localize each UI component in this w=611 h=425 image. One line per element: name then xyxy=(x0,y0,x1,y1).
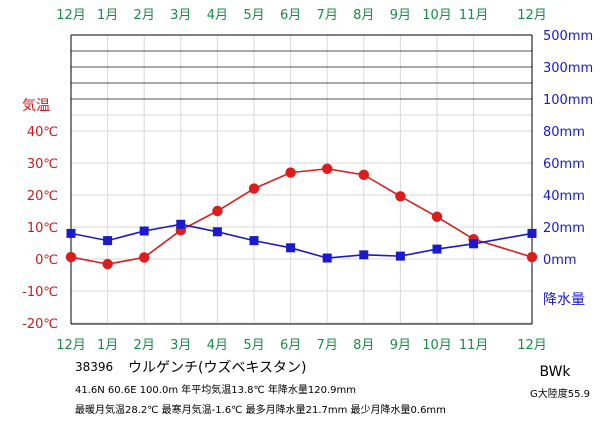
month-label-bottom: 7月 xyxy=(317,338,338,353)
temperature-point xyxy=(526,251,538,263)
temperature-tick-label: -10℃ xyxy=(22,285,58,300)
temperature-point xyxy=(285,167,296,178)
precipitation-tick-label-extended: 300mm xyxy=(543,61,593,76)
month-label-top: 11月 xyxy=(459,8,489,23)
temperature-tick-label: 40℃ xyxy=(27,125,58,140)
temperature-tick-label: 0℃ xyxy=(35,253,58,268)
precipitation-tick-label: 60mm xyxy=(543,157,585,172)
precipitation-point xyxy=(322,253,332,263)
temperature-point xyxy=(212,205,223,217)
precipitation-tick-label-extended: 500mm xyxy=(543,29,593,44)
city-name: ウルゲンチ(ウズベキスタン) xyxy=(128,360,307,376)
precipitation-point xyxy=(469,239,479,249)
temperature-point xyxy=(102,258,113,270)
precipitation-point xyxy=(527,228,537,238)
month-label-top: 12月 xyxy=(56,8,86,23)
month-labels-top: 12月 1月 2月 3月 4月 5月 6月 7月 8月 9月 10月 11月 12月 xyxy=(56,8,547,23)
month-label-bottom: 12月 xyxy=(517,338,547,353)
precipitation-point xyxy=(359,250,369,260)
temperature-tick-label: 30℃ xyxy=(27,157,58,172)
month-label-top: 4月 xyxy=(207,8,228,23)
temperature-point xyxy=(248,183,260,194)
station-number: 38396 xyxy=(75,360,113,374)
station-info-line2: 最暖月気温28.2℃ 最寒月気温-1.6℃ 最多月降水量21.7mm 最少月降水… xyxy=(75,403,446,416)
precipitation-axis-title: 降水量 xyxy=(543,292,585,308)
precipitation-point xyxy=(176,219,186,229)
precipitation-point xyxy=(66,228,76,238)
month-label-top: 7月 xyxy=(317,8,338,23)
precipitation-point xyxy=(139,226,149,236)
month-label-bottom: 2月 xyxy=(134,338,155,353)
climate-classification: BWk xyxy=(539,364,571,380)
precipitation-point xyxy=(432,244,442,254)
temperature-tick-labels: 40℃ 30℃ 20℃ 10℃ 0℃ -10℃ -20℃ xyxy=(22,125,58,332)
precipitation-point xyxy=(395,251,405,261)
temperature-point xyxy=(65,251,77,263)
month-label-top: 8月 xyxy=(353,8,374,23)
precipitation-point xyxy=(249,236,259,246)
precipitation-tick-labels: 80mm 60mm 40mm 20mm 0mm 500mm 300mm 100mm xyxy=(543,29,593,268)
temperature-point xyxy=(322,163,333,174)
month-label-top: 1月 xyxy=(97,8,118,23)
temperature-point xyxy=(358,169,369,181)
month-label-top: 3月 xyxy=(170,8,191,23)
month-label-top: 12月 xyxy=(517,8,547,23)
month-label-bottom: 6月 xyxy=(280,338,301,353)
month-label-bottom: 5月 xyxy=(243,338,264,353)
month-label-bottom: 9月 xyxy=(390,338,411,353)
month-label-bottom: 3月 xyxy=(170,338,191,353)
month-label-top: 2月 xyxy=(134,8,155,23)
month-label-top: 10月 xyxy=(422,8,452,23)
precipitation-point xyxy=(103,236,113,246)
temperature-tick-label: 20℃ xyxy=(27,189,58,204)
temperature-axis-title: 気温 xyxy=(22,98,50,114)
grid xyxy=(70,34,533,324)
month-label-bottom: 1月 xyxy=(97,338,118,353)
precipitation-point xyxy=(212,227,222,237)
month-label-top: 9月 xyxy=(390,8,411,23)
month-label-bottom: 8月 xyxy=(353,338,374,353)
axes xyxy=(70,34,533,325)
precipitation-tick-label: 0mm xyxy=(543,253,577,268)
month-label-top: 5月 xyxy=(243,8,264,23)
temperature-point xyxy=(431,211,443,222)
temperature-point xyxy=(395,191,406,202)
month-label-top: 6月 xyxy=(280,8,301,23)
station-info-line1: 41.6N 60.6E 100.0m 年平均気温13.8℃ 年降水量120.9m… xyxy=(75,383,356,396)
month-label-bottom: 12月 xyxy=(56,338,86,353)
continentality-index: G大陸度55.9 xyxy=(530,387,590,400)
precipitation-tick-label: 40mm xyxy=(543,189,585,204)
month-label-bottom: 4月 xyxy=(207,338,228,353)
precipitation-tick-label: 80mm xyxy=(543,125,585,140)
temperature-point xyxy=(139,252,150,263)
month-label-bottom: 11月 xyxy=(459,338,489,353)
temperature-tick-label: 10℃ xyxy=(27,221,58,236)
precipitation-tick-label: 20mm xyxy=(543,221,585,236)
temperature-tick-label: -20℃ xyxy=(22,317,58,332)
precipitation-point xyxy=(286,243,296,253)
precipitation-tick-label-extended: 100mm xyxy=(543,93,593,108)
month-labels-bottom: 12月 1月 2月 3月 4月 5月 6月 7月 8月 9月 10月 11月 12月 xyxy=(56,338,547,353)
series xyxy=(65,163,538,270)
month-label-bottom: 10月 xyxy=(422,338,452,353)
